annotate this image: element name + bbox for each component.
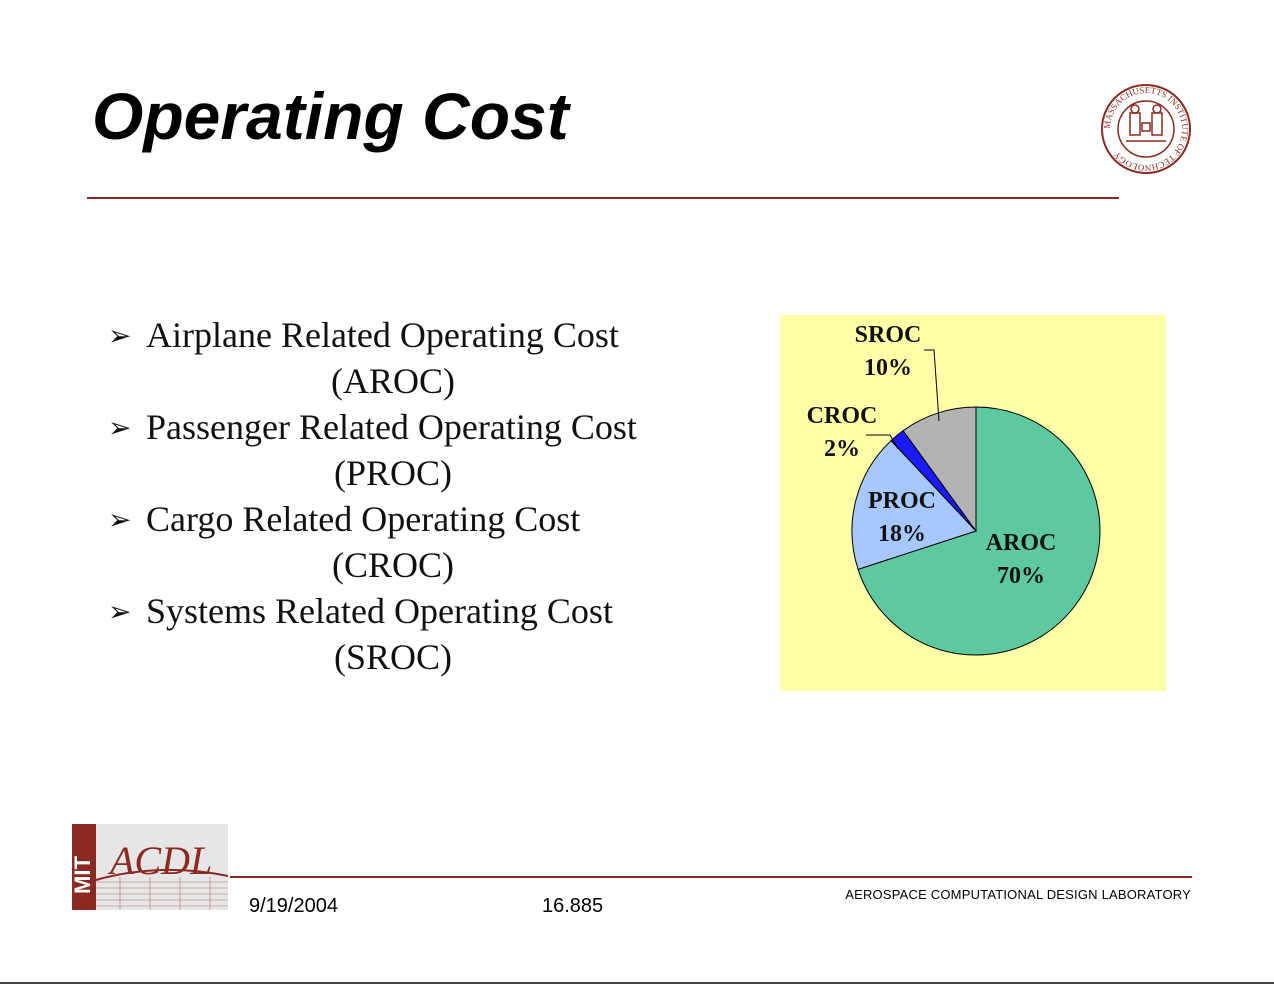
bullet-abbreviation: (SROC) bbox=[333, 637, 453, 677]
page-edge bbox=[0, 982, 1274, 984]
bullet-abbreviation: (CROC) bbox=[331, 545, 454, 585]
title-divider bbox=[87, 197, 1119, 199]
slide-title: Operating Cost bbox=[92, 79, 569, 153]
slice-label-proc: PROC bbox=[868, 488, 936, 514]
bullet-item: ➢ Cargo Related Operating Cost (CROC) bbox=[108, 496, 708, 588]
bullet-abbreviation: (AROC) bbox=[331, 361, 455, 401]
bullet-item: ➢ Passenger Related Operating Cost (PROC) bbox=[108, 404, 708, 496]
slice-label-sroc: SROC bbox=[855, 322, 922, 348]
bullet-text: Systems Related Operating Cost bbox=[146, 591, 613, 631]
mit-seal-icon: MASSACHUSETTS INSTITUTE OF TECHNOLOGY bbox=[1101, 84, 1191, 174]
pie-chart-area: AROC 70% PROC 18% CROC 2% SROC 10% bbox=[780, 315, 1166, 691]
bullet-list: ➢ Airplane Related Operating Cost (AROC) … bbox=[108, 312, 708, 680]
svg-text:ACDL: ACDL bbox=[107, 838, 212, 883]
bullet-text: Passenger Related Operating Cost bbox=[146, 407, 637, 447]
bullet-abbreviation: (PROC) bbox=[333, 453, 453, 493]
slice-label-croc: CROC bbox=[807, 403, 878, 429]
footer-date: 9/19/2004 bbox=[249, 895, 338, 917]
slice-percent-aroc: 70% bbox=[997, 563, 1045, 589]
bullet-arrow-icon: ➢ bbox=[108, 411, 132, 444]
footer-lab-name: AEROSPACE COMPUTATIONAL DESIGN LABORATOR… bbox=[845, 887, 1191, 902]
slice-percent-croc: 2% bbox=[824, 436, 860, 462]
slice-percent-proc: 18% bbox=[878, 521, 926, 547]
mit-acdl-logo: MIT ACDL bbox=[70, 822, 230, 914]
pie-chart: AROC 70% PROC 18% CROC 2% SROC 10% bbox=[807, 322, 1101, 656]
svg-text:MIT: MIT bbox=[70, 856, 95, 894]
pie-slice-sroc bbox=[902, 406, 977, 533]
footer-course-number: 16.885 bbox=[542, 895, 604, 917]
pie-slice-proc bbox=[851, 439, 977, 570]
slice-percent-sroc: 10% bbox=[864, 355, 912, 381]
pie-slice-aroc bbox=[857, 406, 1101, 656]
leader-line-sroc bbox=[924, 349, 940, 422]
footer-divider bbox=[230, 876, 1192, 878]
bullet-text: Airplane Related Operating Cost bbox=[146, 315, 619, 355]
slice-label-aroc: AROC bbox=[986, 530, 1057, 556]
bullet-arrow-icon: ➢ bbox=[108, 319, 132, 352]
bullet-text: Cargo Related Operating Cost bbox=[146, 499, 581, 539]
bullet-arrow-icon: ➢ bbox=[108, 595, 132, 628]
leader-line-croc bbox=[866, 434, 899, 450]
bullet-arrow-icon: ➢ bbox=[108, 503, 132, 536]
bullet-item: ➢ Airplane Related Operating Cost (AROC) bbox=[108, 312, 708, 404]
bullet-item: ➢ Systems Related Operating Cost (SROC) bbox=[108, 588, 708, 680]
